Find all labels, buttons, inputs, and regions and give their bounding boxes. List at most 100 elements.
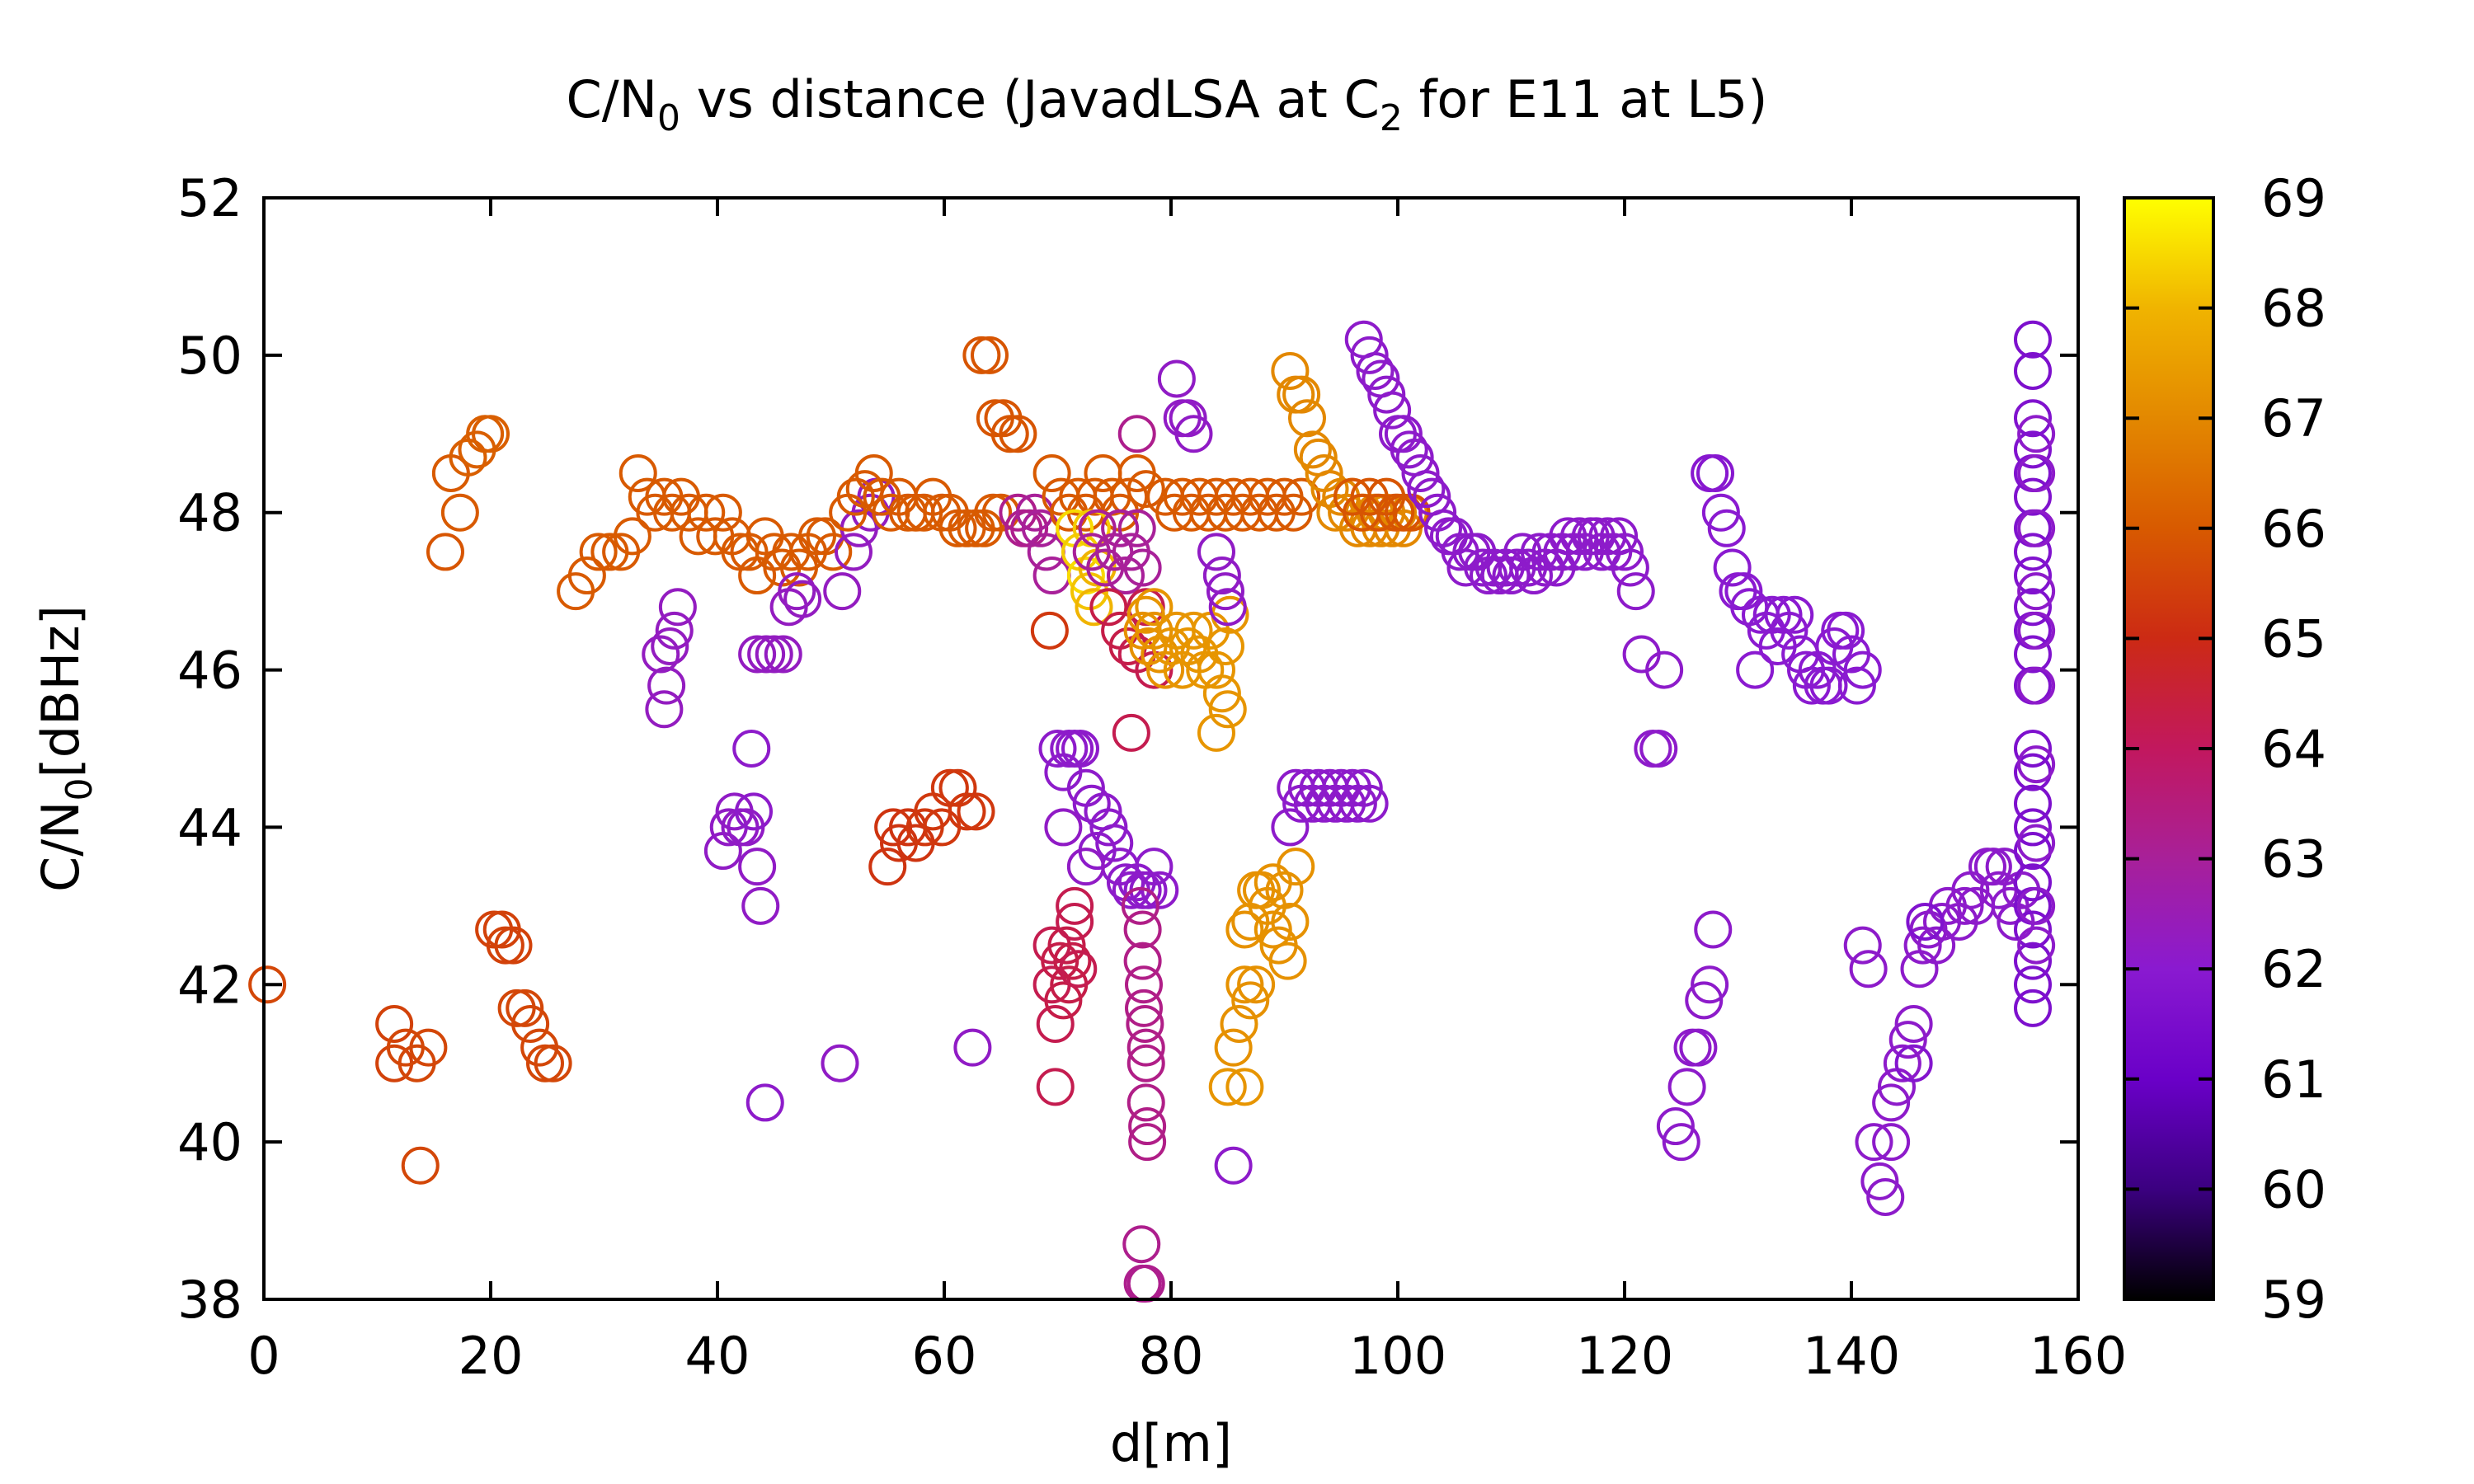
data-point bbox=[1059, 950, 1098, 989]
data-point bbox=[401, 1146, 440, 1185]
data-point bbox=[1030, 611, 1069, 650]
data-point bbox=[472, 415, 510, 453]
data-point bbox=[1271, 351, 1310, 390]
title-middle-sub: 2 bbox=[1380, 97, 1403, 139]
data-point bbox=[511, 1005, 550, 1043]
data-point bbox=[1089, 808, 1128, 847]
colorbar-tick-label: 67 bbox=[2261, 388, 2326, 448]
data-point bbox=[1611, 548, 1649, 587]
x-tick-label: 40 bbox=[685, 1326, 750, 1386]
data-point bbox=[2014, 320, 2052, 359]
colorbar-tick-label: 69 bbox=[2261, 168, 2326, 228]
data-point bbox=[1662, 1123, 1700, 1162]
data-point bbox=[1350, 784, 1389, 823]
data-point bbox=[1656, 1107, 1695, 1146]
data-point bbox=[2017, 611, 2056, 650]
data-point bbox=[494, 926, 533, 965]
data-point bbox=[1117, 415, 1156, 453]
data-point bbox=[1126, 595, 1165, 634]
data-point bbox=[738, 848, 777, 886]
data-point bbox=[938, 509, 977, 547]
data-point bbox=[962, 336, 1001, 374]
data-point bbox=[1973, 848, 2012, 886]
data-point bbox=[1044, 808, 1083, 847]
x-tick-label: 80 bbox=[1139, 1326, 1204, 1386]
x-axis-label: d[m] bbox=[1110, 1413, 1232, 1473]
data-point bbox=[703, 493, 742, 532]
data-point bbox=[2017, 572, 2056, 611]
data-point bbox=[755, 635, 793, 674]
data-point bbox=[1214, 1028, 1253, 1067]
data-point bbox=[2014, 351, 2052, 390]
data-point bbox=[2017, 454, 2056, 492]
data-point bbox=[1616, 572, 1655, 611]
data-point bbox=[1056, 902, 1094, 941]
data-point bbox=[1053, 942, 1092, 980]
x-axis-ticks: 0 20 40 60 80 100 120 140 160 bbox=[247, 198, 2127, 1386]
data-point bbox=[1645, 650, 1684, 689]
data-point bbox=[375, 1005, 414, 1043]
data-point bbox=[971, 336, 1009, 374]
data-point bbox=[613, 517, 651, 556]
colorbar-tick-label: 61 bbox=[2261, 1050, 2326, 1110]
data-point bbox=[1027, 533, 1065, 571]
data-point bbox=[1126, 1044, 1165, 1082]
data-point bbox=[2014, 666, 2052, 705]
data-point bbox=[2014, 556, 2052, 595]
data-point bbox=[738, 556, 777, 595]
data-point bbox=[1694, 910, 1733, 949]
y-tick-label: 48 bbox=[177, 483, 242, 543]
data-point bbox=[1401, 454, 1440, 492]
x-tick-label: 120 bbox=[1576, 1326, 1673, 1386]
data-point bbox=[2014, 863, 2052, 902]
data-point bbox=[948, 792, 986, 831]
data-point bbox=[1126, 1005, 1164, 1043]
data-point bbox=[1044, 981, 1083, 1020]
data-point bbox=[1282, 375, 1321, 414]
y-tick-label: 50 bbox=[177, 326, 242, 386]
data-point bbox=[1225, 1068, 1264, 1106]
data-point bbox=[1860, 1162, 1899, 1200]
data-point bbox=[1253, 910, 1292, 949]
data-point bbox=[1293, 430, 1332, 469]
data-point bbox=[506, 989, 544, 1027]
data-point bbox=[486, 926, 524, 965]
data-point bbox=[1356, 351, 1395, 390]
data-point bbox=[999, 415, 1037, 453]
data-point bbox=[1125, 989, 1163, 1027]
y-axis-label: C/N0[dBHz] bbox=[31, 605, 101, 892]
data-point bbox=[1906, 902, 1945, 941]
data-point bbox=[651, 627, 689, 665]
data-point bbox=[1776, 595, 1814, 634]
data-points bbox=[248, 320, 2056, 1303]
data-point bbox=[1135, 848, 1174, 886]
data-point bbox=[1390, 430, 1428, 469]
colorbar-tick-label: 66 bbox=[2261, 499, 2326, 559]
data-point bbox=[2014, 635, 2052, 674]
data-point bbox=[1126, 1028, 1165, 1067]
y-label-main: C/N bbox=[31, 801, 91, 892]
data-point bbox=[2014, 808, 2052, 847]
x-tick-label: 20 bbox=[459, 1326, 524, 1386]
data-point bbox=[868, 848, 907, 886]
data-point bbox=[1792, 666, 1831, 705]
data-point bbox=[1691, 965, 1729, 1004]
data-point bbox=[1667, 1068, 1706, 1106]
colorbar-ticks: 59 60 61 62 63 64 65 66 67 68 69 bbox=[2124, 168, 2326, 1330]
data-point bbox=[1123, 1264, 1162, 1303]
data-point bbox=[1095, 824, 1134, 862]
data-point bbox=[2014, 942, 2052, 980]
data-point bbox=[1123, 942, 1162, 980]
data-point bbox=[1903, 926, 1942, 965]
data-point bbox=[1126, 1083, 1165, 1122]
data-point bbox=[821, 1044, 859, 1082]
data-point bbox=[1206, 572, 1244, 611]
data-point bbox=[1271, 902, 1310, 941]
data-point bbox=[1470, 556, 1507, 595]
data-point bbox=[1827, 611, 1865, 650]
data-point bbox=[1095, 533, 1134, 571]
data-point bbox=[647, 666, 686, 705]
data-point bbox=[2017, 415, 2056, 453]
x-tick-label: 100 bbox=[1349, 1326, 1446, 1386]
data-point bbox=[1843, 650, 1882, 689]
